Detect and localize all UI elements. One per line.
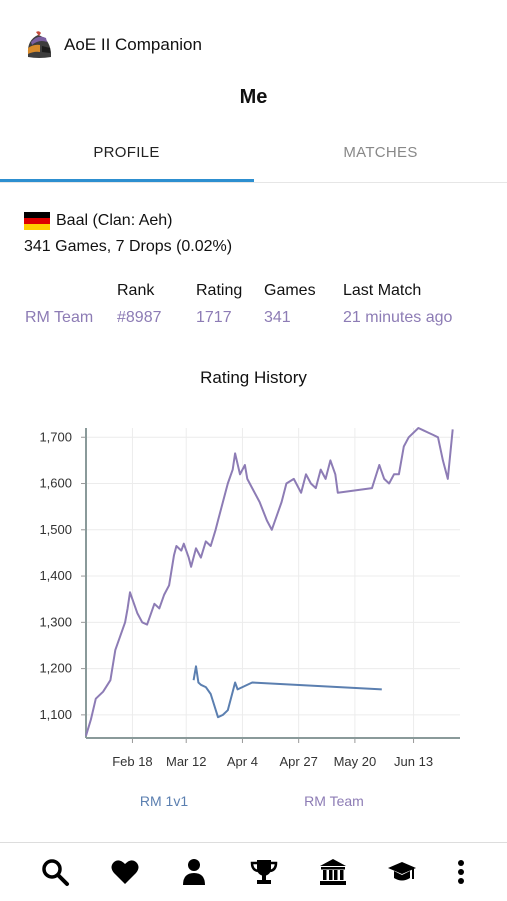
y-tick-label: 1,400: [39, 568, 72, 583]
legend-item-rm-team: RM Team: [304, 793, 364, 809]
ladder-rank: #8987: [117, 309, 162, 326]
x-tick-label: Apr 27: [280, 754, 318, 769]
player-info: Baal (Clan: Aeh): [24, 212, 173, 230]
trophy-icon: [250, 860, 278, 884]
nav-tournaments[interactable]: [249, 857, 279, 887]
x-tick-label: Apr 4: [227, 754, 258, 769]
active-tab-indicator: [0, 179, 254, 182]
header-rank: Rank: [117, 282, 155, 299]
app-title: AoE II Companion: [64, 35, 202, 54]
y-tick-label: 1,500: [39, 522, 72, 537]
page-title: Me: [239, 86, 268, 108]
tab-matches[interactable]: MATCHES: [343, 144, 418, 161]
x-tick-label: Jun 13: [394, 754, 433, 769]
building-icon: [320, 859, 346, 885]
helmet-logo-icon: [27, 31, 51, 58]
nav-me[interactable]: [179, 857, 209, 887]
ladder-name: RM Team: [25, 309, 94, 326]
header-games: Games: [264, 282, 316, 299]
app-header: AoE II Companion: [0, 0, 507, 90]
ladder-games: 341: [264, 309, 291, 326]
more-vertical-icon: [458, 860, 464, 884]
y-tick-label: 1,700: [39, 429, 72, 444]
ladder-stats-table: Rank Rating Games Last Match RM Team #89…: [0, 282, 507, 342]
player-name: Baal (Clan: Aeh): [56, 212, 173, 229]
person-icon: [183, 859, 205, 885]
nav-guides[interactable]: [387, 857, 417, 887]
chart-title: Rating History: [200, 368, 307, 387]
x-tick-label: May 20: [334, 754, 377, 769]
y-tick-label: 1,600: [39, 476, 72, 491]
y-tick-label: 1,200: [39, 661, 72, 676]
games-summary: 341 Games, 7 Drops (0.02%): [24, 238, 233, 255]
header-last-match: Last Match: [343, 282, 422, 299]
search-icon: [42, 859, 69, 886]
ladder-last-match: 21 minutes ago: [343, 309, 453, 326]
x-tick-label: Feb 18: [112, 754, 152, 769]
heart-icon: [111, 860, 139, 884]
y-tick-label: 1,100: [39, 707, 72, 722]
tab-bar: PROFILE MATCHES: [0, 128, 507, 183]
nav-more[interactable]: [446, 857, 476, 887]
y-tick-label: 1,300: [39, 614, 72, 629]
x-tick-label: Mar 12: [166, 754, 206, 769]
series-line-rm-1v1: [192, 665, 382, 719]
nav-search[interactable]: [40, 857, 70, 887]
germany-flag-icon: [24, 212, 50, 230]
nav-favorites[interactable]: [110, 857, 140, 887]
graduation-cap-icon: [388, 862, 416, 881]
series-line-rm-team: [85, 427, 454, 736]
bottom-nav: [0, 842, 507, 901]
header-rating: Rating: [196, 282, 243, 299]
tab-profile[interactable]: PROFILE: [93, 144, 160, 161]
nav-civilizations[interactable]: [318, 857, 348, 887]
legend-item-rm-1v1: RM 1v1: [140, 793, 188, 809]
ladder-rating: 1717: [196, 309, 232, 326]
rating-history-chart: 1,100 1,200 1,300 1,400 1,500 1,600 1,700 Feb 1…: [39, 427, 460, 809]
